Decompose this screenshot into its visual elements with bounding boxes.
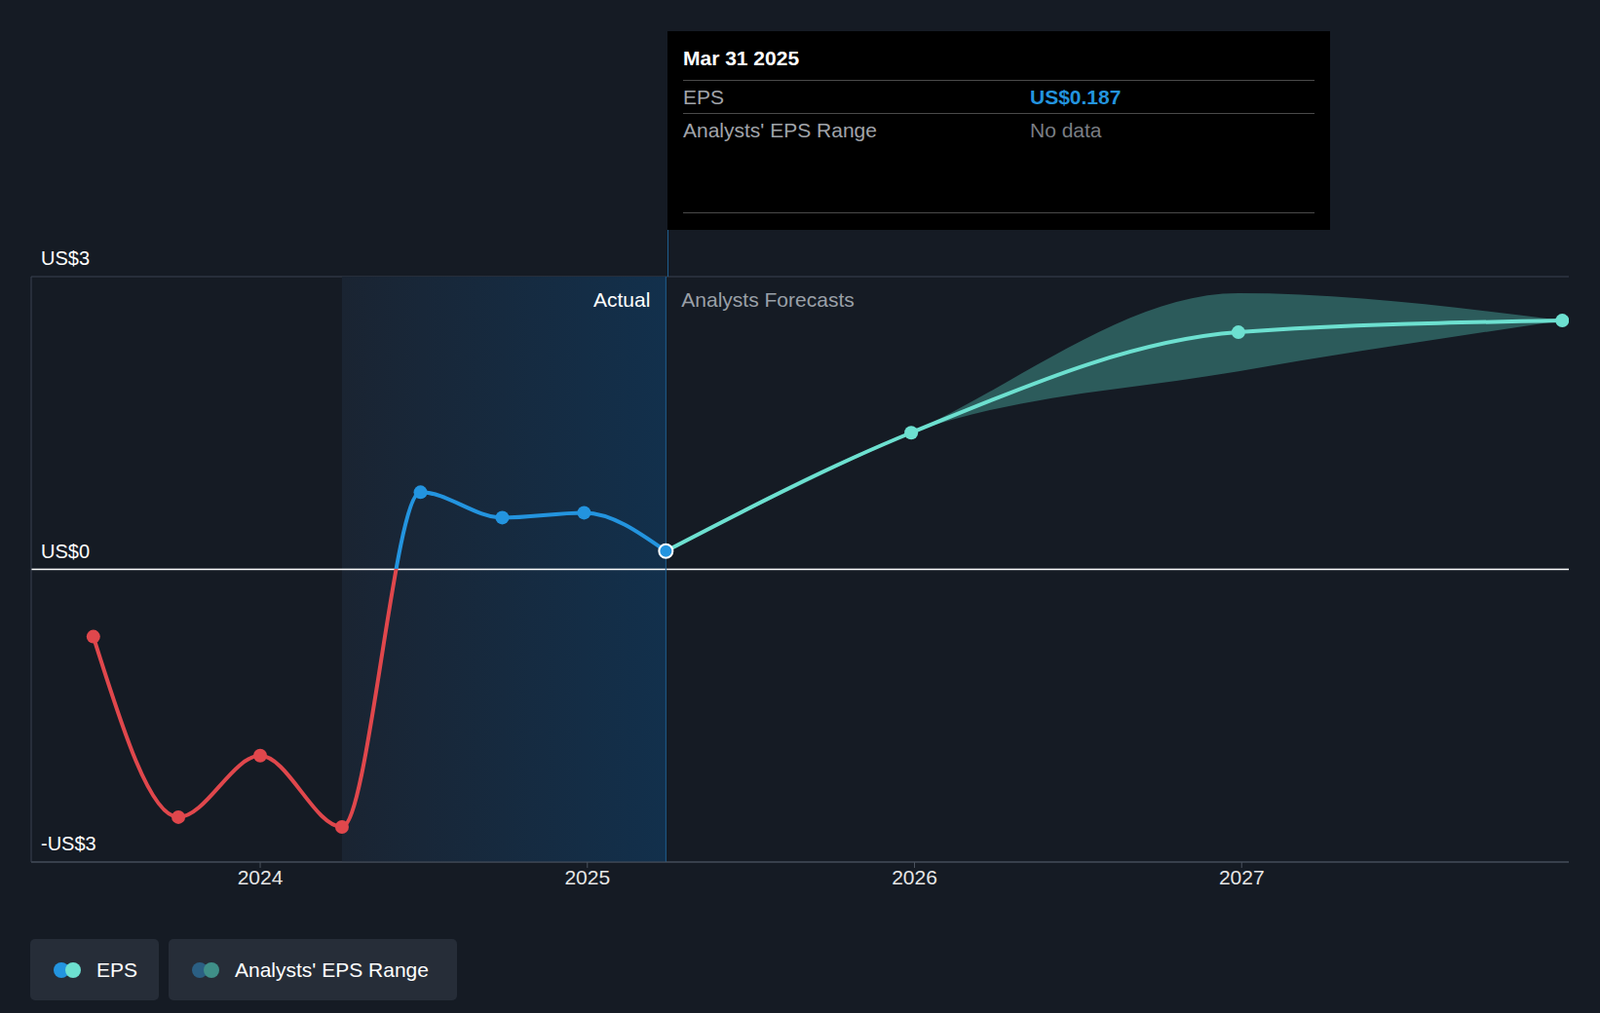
- svg-text:-US$3: -US$3: [40, 833, 97, 855]
- html-text:Analysts' EPS Range: Analysts' EPS Range: [234, 958, 429, 981]
- html-text:EPS: EPS: [683, 85, 724, 108]
- html-text:EPS: EPS: [96, 958, 138, 981]
- svg-text:Analysts Forecasts: Analysts Forecasts: [681, 288, 854, 311]
- svg-text:2027: 2027: [1219, 866, 1265, 889]
- html-text:US$0.187: US$0.187: [1029, 85, 1121, 108]
- svg-text:Actual: Actual: [593, 288, 650, 311]
- svg-text:US$3: US$3: [40, 247, 90, 269]
- svg-text:US$0: US$0: [40, 540, 90, 563]
- svg-text:2025: 2025: [564, 866, 610, 889]
- html-text:Mar 31 2025: Mar 31 2025: [683, 46, 800, 70]
- html-text:No data: No data: [1029, 118, 1102, 141]
- svg-text:2024: 2024: [237, 866, 284, 889]
- svg-text:2026: 2026: [891, 866, 938, 889]
- html-text:Analysts' EPS Range: Analysts' EPS Range: [683, 118, 877, 141]
